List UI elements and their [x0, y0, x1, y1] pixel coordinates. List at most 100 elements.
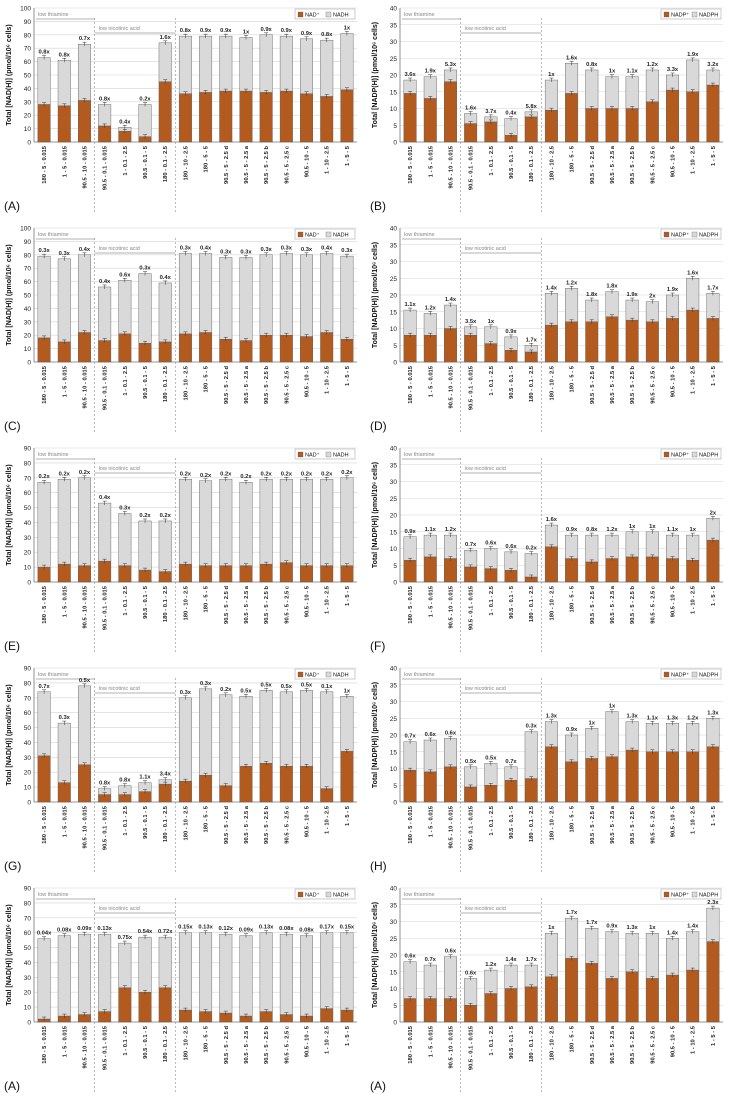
x-tick-label: 90.5 - 10 - 5: [671, 365, 677, 397]
bar-oxidized: [37, 755, 51, 803]
bar-oxidized: [605, 558, 619, 583]
ratio-label: 1.6x: [546, 517, 558, 523]
low-nicotinic-acid-label: low nicotinic acid: [465, 906, 506, 912]
y-tick-label: 40: [390, 446, 398, 453]
chart-panel-9: 0 10 20 30 40 50 60 70 80 90 Total [NAD(H)] (pmol/…: [0, 880, 365, 1100]
bar-reduced: [666, 723, 679, 752]
x-tick-label: 90.5 - 5 - 2.5 c: [650, 365, 656, 403]
bar-oxidized: [158, 987, 172, 1023]
ratio-label: 0.2x: [79, 470, 91, 476]
bar-reduced: [484, 763, 498, 786]
legend-box: [660, 8, 722, 20]
ratio-label: 0.13x: [259, 925, 274, 931]
y-tick-label: 30: [24, 99, 32, 106]
bar-oxidized: [444, 328, 457, 363]
chart-panel-8: 0 5 10 15 20 25 30 35 40 Total [NADP(H)] (pmol/10…: [366, 660, 731, 880]
x-tick-label: 90.5 - 5 - 2.5 c: [284, 1025, 290, 1063]
bar-reduced: [706, 718, 720, 747]
ratio-label: 1.7x: [566, 910, 578, 916]
y-tick-label: 20: [24, 550, 32, 557]
y-tick-label: 30: [24, 319, 32, 326]
bar-oxidized: [464, 334, 478, 363]
ratio-label: 0.09x: [239, 928, 254, 934]
bar-oxidized: [320, 96, 334, 143]
bar-reduced: [199, 35, 213, 93]
ratio-label: 0.15x: [340, 925, 355, 931]
bar-reduced: [340, 932, 354, 1011]
bar-reduced: [37, 691, 51, 757]
x-tick-label: 1 - 5 - 5: [711, 805, 717, 826]
x-tick-label: 90.5 - 5 - 2.5 a: [610, 365, 616, 403]
bar-reduced: [605, 291, 619, 317]
x-tick-label: 1 - 5 - 0.015: [62, 1025, 68, 1057]
ratio-label: 1x: [689, 527, 696, 533]
ratio-label: 0.5x: [301, 682, 313, 688]
legend-swatch-reduced: [325, 11, 332, 18]
bar-reduced: [340, 477, 354, 566]
y-axis-label: Total [NAD(H)] (pmol/10⁶ cells): [6, 904, 13, 1006]
y-tick-label: 15: [390, 89, 398, 96]
ratio-label: 0.12x: [219, 926, 234, 932]
bar-reduced: [464, 766, 478, 788]
x-tick-label: 90.5 - 5 - 2.5 d: [590, 146, 596, 184]
ratio-label: 0.8x: [99, 96, 111, 102]
y-axis-label: Total [NADP(H)] (pmol/10⁶ cells): [372, 902, 379, 1008]
ratio-label: 0.08x: [57, 928, 72, 934]
chart-svg: 0 10 20 30 40 50 60 70 80 90 Total [NAD(H)] (pmol/…: [4, 666, 357, 874]
x-tick-label: 180 - 5 - 5: [570, 805, 576, 832]
bar-oxidized: [484, 343, 498, 363]
bar-reduced: [158, 936, 172, 988]
ratio-label: 0.8x: [586, 62, 598, 68]
ratio-label: 1.8x: [606, 284, 618, 290]
x-tick-label: 90.5 - 5 - 2.5 a: [610, 805, 616, 843]
y-axis-label: Total [NADP(H)] (pmol/10⁶ cells): [372, 682, 379, 788]
x-tick-label: 180 - 10 - 2.5: [183, 585, 189, 620]
ratio-label: 0.7x: [38, 684, 50, 690]
x-tick-label: 1 - 0.1 - 2.5: [489, 585, 495, 615]
bar-oxidized: [158, 81, 172, 143]
bar-reduced: [686, 534, 700, 561]
bar-reduced: [504, 964, 518, 989]
bar-reduced: [279, 253, 293, 336]
bar-reduced: [219, 933, 233, 1014]
bar-reduced: [300, 935, 313, 1017]
bar-reduced: [37, 938, 51, 1020]
bar-oxidized: [585, 561, 599, 583]
x-tick-label: 90.5 - 5 - 2.5 c: [650, 145, 656, 183]
x-tick-label: 180 - 5 - 0.015: [408, 585, 414, 623]
ratio-label: 0.08x: [279, 926, 294, 932]
bar-oxidized: [605, 978, 619, 1023]
ratio-label: 0.7x: [505, 759, 517, 765]
ratio-label: 0.8x: [180, 28, 192, 34]
ratio-label: 0.2x: [180, 471, 192, 477]
chart-svg: 0 5 10 15 20 25 30 35 40 Total [NADP(H)] (pmol/10…: [370, 666, 723, 874]
bar-oxidized: [219, 565, 233, 583]
x-tick-label: 1 - 10 - 2.5: [691, 805, 697, 834]
y-tick-label: 40: [390, 226, 398, 233]
bar-oxidized: [544, 746, 558, 803]
bar-oxidized: [37, 566, 51, 583]
ratio-label: 0.3x: [119, 506, 131, 512]
bar-reduced: [158, 520, 172, 572]
y-tick-label: 20: [390, 733, 398, 740]
bar-oxidized: [340, 751, 354, 803]
ratio-label: 1x: [243, 29, 250, 35]
y-tick-label: 10: [24, 565, 32, 572]
panel-label: (D): [370, 419, 387, 433]
bar-reduced: [484, 326, 498, 344]
bar-oxidized: [706, 318, 720, 363]
ratio-label: 1.1x: [667, 527, 679, 533]
ratio-label: 1.1x: [139, 775, 151, 781]
bar-reduced: [300, 38, 313, 94]
ratio-label: 0.75x: [118, 935, 133, 941]
y-tick-label: 80: [24, 900, 32, 907]
bar-oxidized: [484, 121, 498, 143]
ratio-label: 0.3x: [180, 245, 192, 251]
ratio-label: 0.9x: [261, 27, 273, 33]
x-tick-label: 1 - 0.1 - 2.5: [123, 365, 129, 395]
bar-reduced: [138, 273, 152, 344]
bar-oxidized: [300, 336, 313, 363]
ratio-label: 0.4x: [99, 495, 111, 501]
x-tick-label: 90.5 - 10 - 5: [671, 585, 677, 617]
bar-reduced: [259, 34, 273, 93]
